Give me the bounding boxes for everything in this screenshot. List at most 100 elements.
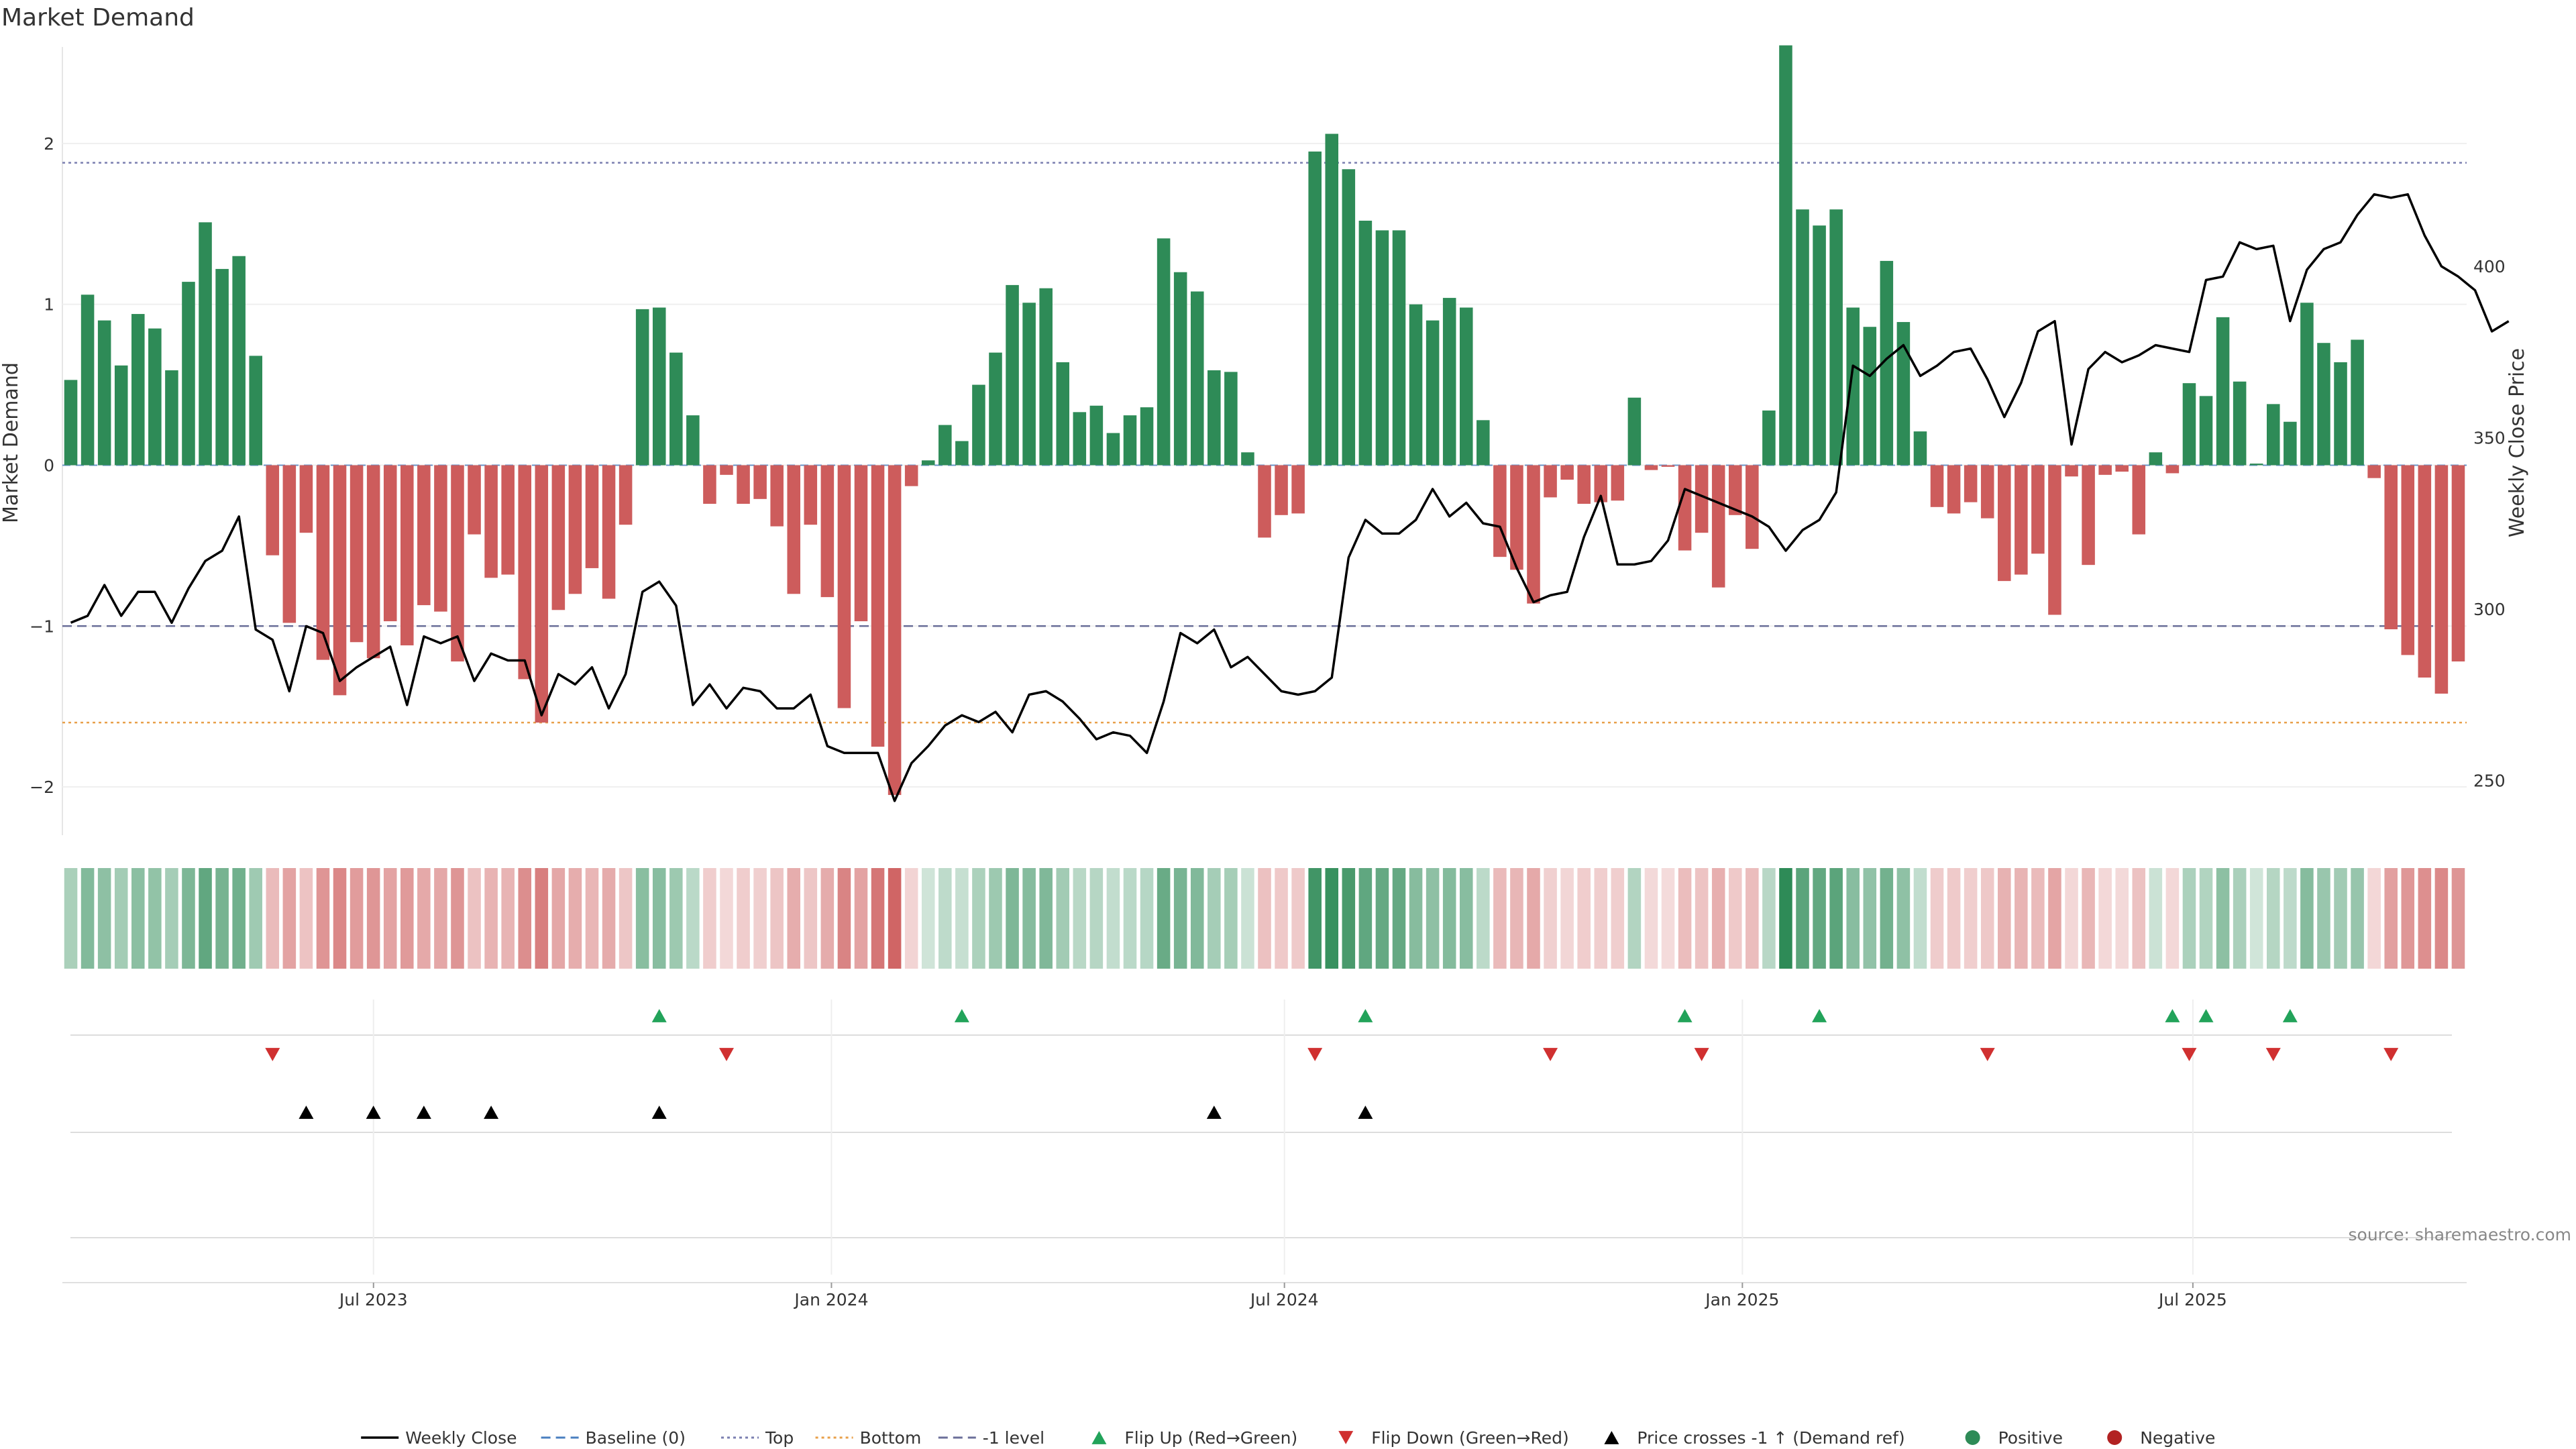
demand-bar xyxy=(2249,464,2263,466)
demand-strip-cell xyxy=(2182,868,2196,969)
demand-strip-cell xyxy=(2401,868,2415,969)
demand-bar xyxy=(2182,383,2196,466)
demand-bar xyxy=(1644,465,1658,470)
demand-bar xyxy=(165,370,178,466)
demand-strip-cell xyxy=(1258,868,1271,969)
demand-bar xyxy=(148,328,162,466)
y2-tick-label: 350 xyxy=(2473,428,2506,447)
legend-label: -1 level xyxy=(983,1428,1044,1448)
demand-strip-cell xyxy=(1157,868,1171,969)
demand-bar xyxy=(1442,298,1456,466)
demand-strip-cell xyxy=(820,868,835,969)
demand-bar xyxy=(1325,133,1339,466)
demand-strip-cell xyxy=(232,868,246,969)
demand-bar xyxy=(1829,209,1843,466)
demand-bar xyxy=(1678,465,1692,551)
legend-label: Bottom xyxy=(860,1428,922,1448)
demand-strip-cell xyxy=(1594,868,1608,969)
demand-strip-cell xyxy=(1477,868,1490,969)
x-tick-label: Jul 2023 xyxy=(338,1290,408,1309)
flip-up-marker xyxy=(651,1009,667,1022)
demand-strip-cell xyxy=(501,868,515,969)
demand-bar xyxy=(114,365,128,466)
demand-strip-cell xyxy=(1442,868,1456,969)
demand-bar xyxy=(955,441,969,466)
demand-strip-cell xyxy=(989,868,1002,969)
demand-bar xyxy=(383,465,397,622)
demand-strip-cell xyxy=(972,868,985,969)
demand-bar xyxy=(451,465,464,662)
demand-bar xyxy=(2132,465,2146,535)
demand-bar xyxy=(535,465,549,723)
flip-down-marker xyxy=(2182,1048,2197,1061)
demand-bar xyxy=(635,309,649,466)
y-tick-label: 2 xyxy=(44,134,54,154)
demand-bar xyxy=(888,465,902,796)
demand-strip-cell xyxy=(602,868,616,969)
demand-bar xyxy=(1073,412,1087,466)
demand-bar xyxy=(2233,381,2247,466)
y-tick-label: −2 xyxy=(30,777,54,797)
demand-bar xyxy=(2199,396,2213,466)
price-cross-marker xyxy=(1358,1106,1373,1119)
legend: Weekly Close Baseline (0) Top Bottom -1 leve… xyxy=(361,1428,2215,1448)
demand-strip-cell xyxy=(1695,868,1709,969)
demand-strip-cell xyxy=(1493,868,1507,969)
demand-bar xyxy=(1594,465,1608,502)
demand-strip-cell xyxy=(1190,868,1204,969)
demand-bar xyxy=(1308,151,1322,466)
demand-strip-cell xyxy=(114,868,128,969)
flip-down-marker xyxy=(2383,1048,2399,1061)
demand-strip-cell xyxy=(938,868,952,969)
demand-bar xyxy=(2216,317,2230,466)
flip-down-marker xyxy=(1694,1048,1709,1061)
demand-bar xyxy=(400,465,414,646)
y-tick-label: 0 xyxy=(44,455,54,475)
demand-bar xyxy=(1746,465,1759,549)
demand-strip-cell xyxy=(703,868,716,969)
demand-strip-cell xyxy=(165,868,178,969)
flip-down-marker xyxy=(1307,1048,1323,1061)
demand-strip-cell xyxy=(2048,868,2061,969)
demand-strip-cell xyxy=(1056,868,1070,969)
demand-bar xyxy=(551,465,566,610)
demand-strip-cell xyxy=(1123,868,1137,969)
demand-strip-cell xyxy=(1947,868,1961,969)
legend-label: Positive xyxy=(1998,1428,2063,1448)
demand-bar xyxy=(199,222,212,466)
demand-bar xyxy=(1157,238,1171,466)
demand-strip-cell xyxy=(2267,868,2280,969)
demand-bar xyxy=(2149,452,2163,466)
flip-up-marker xyxy=(1812,1009,1827,1022)
demand-strip-cell xyxy=(383,868,397,969)
demand-strip-cell xyxy=(199,868,212,969)
demand-strip-cell xyxy=(1106,868,1120,969)
y2-axis-label: Weekly Close Price xyxy=(2506,348,2529,537)
demand-strip-cell xyxy=(400,868,414,969)
demand-bar xyxy=(2082,465,2095,566)
demand-strip-cell xyxy=(652,868,666,969)
demand-strip-cell xyxy=(535,868,549,969)
demand-bar xyxy=(2031,465,2045,554)
y-tick-label: −1 xyxy=(30,616,54,636)
demand-strip-cell xyxy=(182,868,195,969)
legend-swatch xyxy=(2107,1430,2123,1445)
demand-strip-cell xyxy=(468,868,481,969)
demand-bar xyxy=(1627,397,1642,466)
demand-strip-cell xyxy=(635,868,649,969)
demand-bar xyxy=(1762,410,1776,466)
demand-strip-cell xyxy=(1224,868,1238,969)
demand-strip-cell xyxy=(1275,868,1288,969)
demand-strip-cell xyxy=(2199,868,2213,969)
demand-bar xyxy=(1089,405,1104,466)
demand-strip-cell xyxy=(1510,868,1523,969)
demand-bar xyxy=(1846,307,1860,466)
demand-bar xyxy=(1106,433,1120,466)
demand-strip-cell xyxy=(2115,868,2129,969)
demand-bar xyxy=(2418,465,2432,678)
demand-bar xyxy=(1241,452,1254,466)
demand-bar xyxy=(1779,45,1792,466)
demand-bar xyxy=(602,465,616,599)
demand-strip-cell xyxy=(2249,868,2263,969)
demand-bar xyxy=(1577,465,1591,504)
